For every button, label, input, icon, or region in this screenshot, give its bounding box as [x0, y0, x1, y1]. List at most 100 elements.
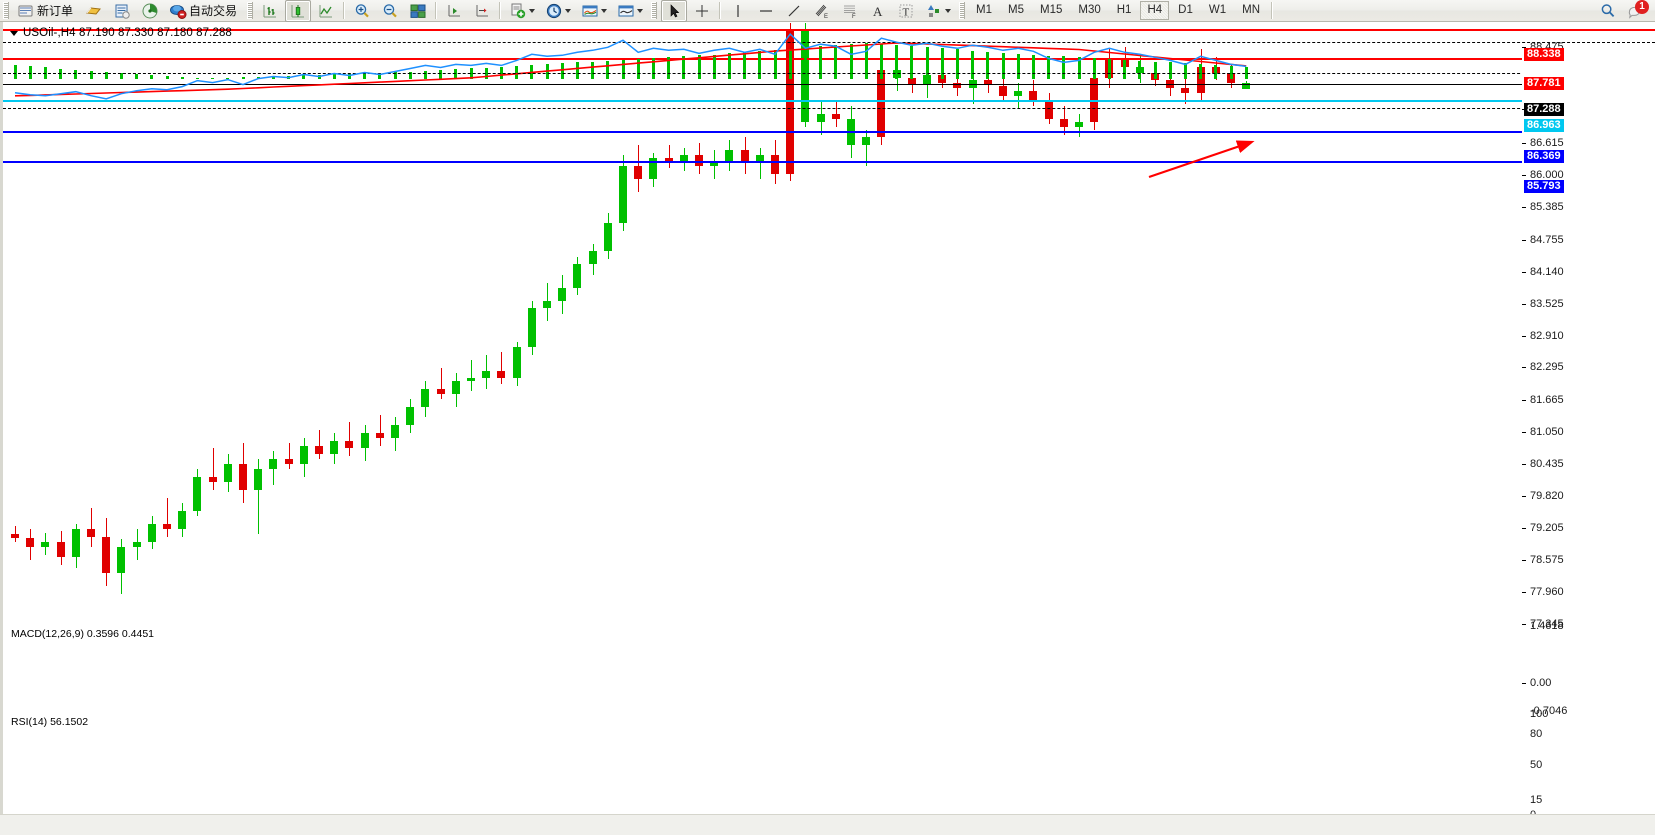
macd-histogram-bar: [1016, 53, 1020, 80]
zoom-out-button[interactable]: [377, 0, 403, 22]
search-button[interactable]: [1595, 0, 1621, 22]
candle-wick: [835, 101, 837, 127]
timeframe-h1[interactable]: H1: [1116, 4, 1132, 16]
timeframe-m1[interactable]: M1: [976, 4, 993, 16]
macd-label: MACD(12,26,9) 0.3596 0.4451: [11, 628, 155, 640]
price-tick-mark: [1522, 175, 1526, 177]
macd-histogram-bar: [1168, 62, 1172, 80]
new-order-button[interactable]: 新订单: [13, 0, 79, 22]
crosshair-tool[interactable]: [689, 0, 715, 22]
candle-body: [299, 445, 308, 464]
notification-button[interactable]: 1: [1623, 0, 1649, 22]
horizontal-line-tool[interactable]: [753, 0, 779, 22]
expert-advisors-button[interactable]: [81, 0, 107, 22]
price-level-line[interactable]: [3, 83, 1655, 85]
macd-histogram-bar: [241, 77, 245, 80]
timeframe-m5[interactable]: M5: [1008, 4, 1024, 16]
chevron-down-icon-4[interactable]: [637, 8, 644, 13]
toolbar-grip-3[interactable]: [651, 2, 658, 19]
auto-scroll-button[interactable]: [441, 0, 467, 22]
toolbar-grip[interactable]: [3, 2, 9, 19]
navigator-button[interactable]: [137, 0, 163, 22]
red-arrow-annotation[interactable]: [3, 22, 1519, 599]
data-window-button[interactable]: [109, 0, 135, 22]
toolbar-grip-2[interactable]: [247, 2, 254, 19]
macd-pane[interactable]: [3, 42, 1519, 684]
new-chart-button[interactable]: [505, 0, 539, 22]
macd-signal-line: [14, 42, 1247, 97]
candle-body: [11, 533, 19, 539]
macd-histogram-bar: [363, 73, 367, 80]
price-tick-mark: [1522, 47, 1526, 48]
text-a-icon: A: [869, 2, 887, 20]
candlestick-icon: [289, 2, 307, 20]
macd-histogram-bar: [226, 77, 230, 80]
bar-chart-button[interactable]: [257, 0, 283, 22]
price-level-line[interactable]: [3, 29, 1655, 32]
line-chart-button[interactable]: [313, 0, 339, 22]
timeframe-m15[interactable]: M15: [1040, 4, 1063, 16]
candle-body: [406, 406, 415, 426]
macd-histogram-bar: [347, 73, 351, 80]
price-tick-mark: [1522, 560, 1526, 562]
fibonacci-tool[interactable]: F: [837, 0, 863, 22]
rsi-tick-label: 100: [1530, 708, 1549, 720]
price-axis[interactable]: 88.475 87.288 86.615 86.000 85.385 84.755 84.1…: [1522, 42, 1655, 821]
chevron-down-icon-5[interactable]: [945, 8, 952, 13]
equidistant-channel-tool[interactable]: E: [809, 0, 835, 22]
auto-trading-button[interactable]: 自动交易: [165, 0, 243, 22]
macd-histogram-bar: [682, 56, 686, 80]
indicators-menu-button[interactable]: [577, 0, 611, 22]
text-tool[interactable]: A: [865, 0, 891, 22]
clock-icon: [545, 2, 563, 20]
candle-body: [117, 546, 126, 573]
chart-menu-caret-icon[interactable]: [10, 30, 18, 36]
candle-body: [436, 388, 445, 394]
macd-histogram-bar: [104, 71, 108, 80]
svg-text:F: F: [852, 14, 856, 20]
tile-windows-button[interactable]: [405, 0, 431, 22]
chart-shift-icon: [473, 2, 491, 20]
timeframe-w1[interactable]: W1: [1208, 4, 1227, 16]
trendline-tool[interactable]: [781, 0, 807, 22]
rsi-pane[interactable]: [3, 32, 1655, 785]
macd-histogram-bar: [469, 68, 473, 80]
candle-body: [345, 440, 354, 449]
price-level-line[interactable]: [3, 100, 1655, 103]
cursor-tool[interactable]: [661, 0, 688, 22]
toolbar-grip-4[interactable]: [959, 2, 966, 19]
price-tick-label: 88.475: [1530, 41, 1564, 53]
macd-histogram-bar: [1107, 59, 1111, 80]
timeframe-mn[interactable]: MN: [1242, 4, 1260, 16]
timeframe-d1[interactable]: D1: [1178, 4, 1193, 16]
price-level-line[interactable]: [3, 131, 1655, 134]
macd-histogram-bar: [803, 47, 807, 80]
candle-body: [254, 469, 263, 490]
macd-histogram-bar: [606, 60, 610, 80]
chart-shift-button[interactable]: [469, 0, 495, 22]
new-order-label: 新订单: [37, 3, 74, 18]
candle-body: [56, 541, 65, 558]
zoom-in-icon: [353, 2, 371, 20]
price-level-line[interactable]: [3, 57, 1655, 60]
zoom-in-button[interactable]: [349, 0, 375, 22]
timeframe-m30[interactable]: M30: [1078, 4, 1101, 16]
chevron-down-icon-2[interactable]: [565, 8, 572, 13]
macd-histogram-bar: [621, 59, 625, 80]
price-level-line[interactable]: [3, 161, 1655, 164]
candle-body: [87, 528, 95, 537]
text-label-tool[interactable]: T: [893, 0, 919, 22]
timeframe-menu-button[interactable]: [541, 0, 575, 22]
candle-body: [223, 463, 232, 483]
candlestick-chart-button[interactable]: [285, 0, 312, 22]
timeframe-h4[interactable]: H4: [1140, 1, 1170, 20]
vertical-line-tool[interactable]: [725, 0, 751, 22]
horizontal-line-icon: [757, 2, 775, 20]
objects-menu-button[interactable]: [921, 0, 955, 22]
macd-histogram-bar: [651, 58, 655, 80]
candle-wick: [15, 526, 16, 542]
chevron-down-icon-3[interactable]: [601, 8, 608, 13]
macd-histogram-bar: [165, 76, 169, 80]
chevron-down-icon[interactable]: [529, 8, 536, 13]
templates-menu-button[interactable]: [613, 0, 647, 22]
